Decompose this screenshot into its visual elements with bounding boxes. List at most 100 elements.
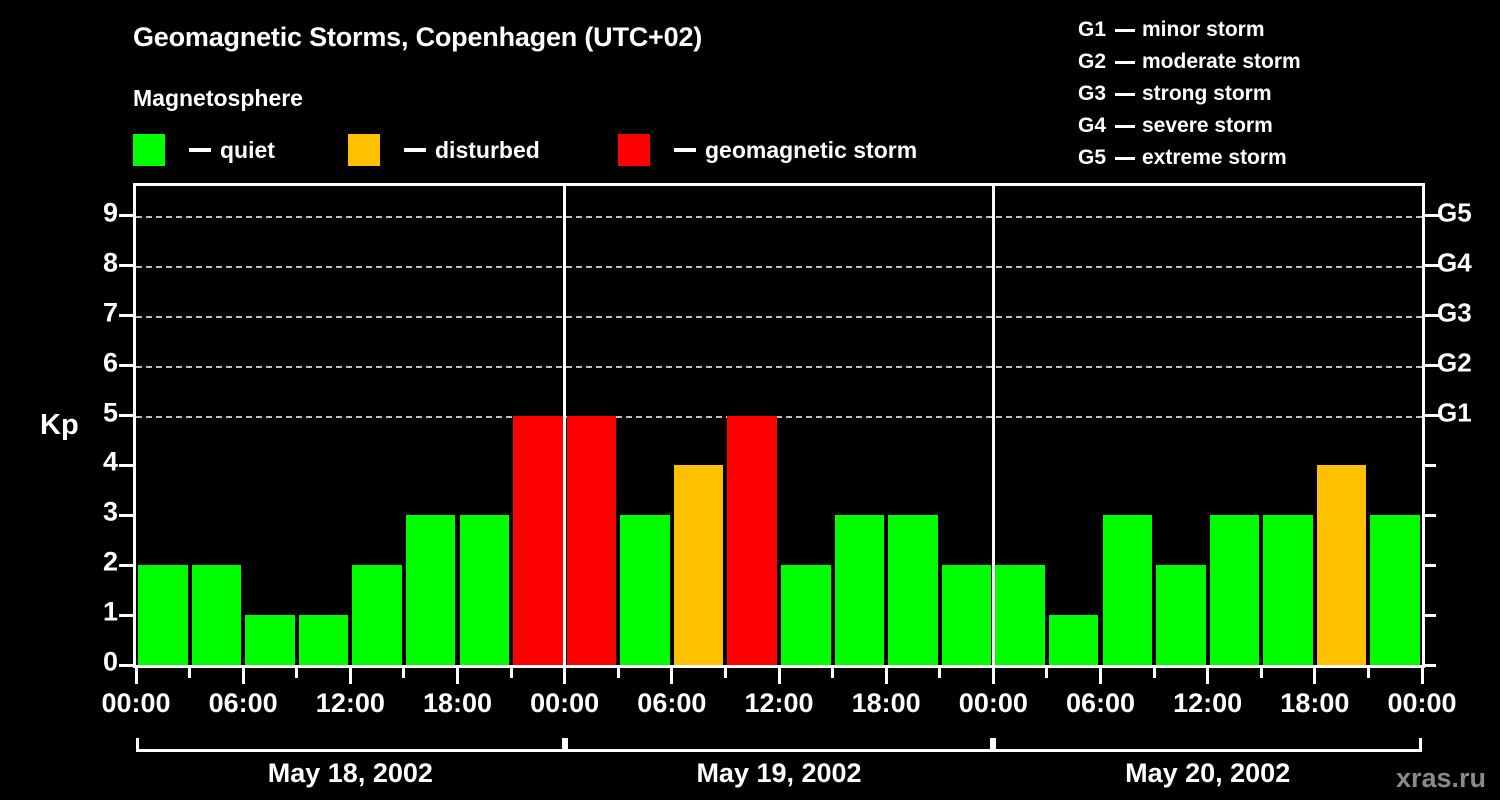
x-tick-mark [241, 668, 245, 684]
g-scale-legend: G1 minor storm G2 moderate storm G3 strong st… [1078, 14, 1301, 174]
watermark: xras.ru [1395, 763, 1486, 793]
y-tick-label: 9 [102, 197, 118, 228]
gridline [136, 215, 1422, 218]
bar [1263, 515, 1313, 665]
bar [405, 515, 456, 665]
y-tick-mark [119, 364, 133, 368]
y-tick-mark [119, 414, 133, 418]
gridline [136, 365, 1422, 368]
bar [995, 565, 1045, 665]
legend-label: disturbed [435, 136, 540, 163]
x-tick-mark-minor [831, 668, 835, 678]
y-tick-mark [119, 663, 133, 667]
y-axis-ticks: 0 1 2 3 4 5 6 7 8 9 [78, 183, 118, 676]
y-tick-label: 1 [102, 596, 118, 627]
day-band [564, 738, 994, 752]
y-tick-label: 8 [102, 247, 118, 278]
x-tick-mark-minor [1152, 668, 1156, 678]
gscale-label: strong storm [1142, 82, 1272, 105]
legend-swatch-geomagnetic-storm [618, 134, 650, 166]
right-axis-minor-tick [1425, 663, 1436, 667]
plot-inner [136, 186, 1422, 665]
y-tick-label: 2 [102, 546, 118, 577]
bar [1370, 515, 1420, 665]
day-separator [991, 186, 995, 665]
x-tick-label: 00:00 [101, 688, 171, 718]
gscale-dash-icon [1115, 60, 1135, 64]
x-tick-mark [348, 668, 352, 684]
g-tick-label-g5: G5 [1437, 197, 1472, 228]
day-band [993, 738, 1422, 752]
legend-item-geomagnetic-storm: geomagnetic storm [618, 134, 917, 166]
bar [245, 615, 295, 665]
bar [781, 565, 831, 665]
x-tick-mark-minor [188, 668, 192, 678]
x-tick-mark-minor [1259, 668, 1263, 678]
bar [566, 415, 617, 665]
chart-subtitle: Magnetosphere [133, 85, 303, 111]
legend-dash-icon [404, 148, 426, 152]
plot-area [133, 183, 1425, 668]
bar [727, 415, 777, 665]
gscale-row-g2: G2 moderate storm [1078, 46, 1301, 78]
gscale-dash-icon [1115, 124, 1135, 128]
bar [298, 615, 349, 665]
x-tick-mark [1420, 668, 1424, 684]
day-separator [563, 186, 567, 665]
right-axis-minor-tick [1425, 364, 1436, 368]
y-tick-label: 4 [102, 446, 118, 477]
y-tick-mark [119, 463, 133, 467]
x-tick-label: 00:00 [958, 688, 1028, 718]
gscale-label: severe storm [1142, 114, 1273, 137]
bar [1209, 515, 1260, 665]
right-axis-minor-tick [1425, 314, 1436, 318]
gscale-code: G3 [1078, 82, 1107, 105]
right-axis-minor-tick [1425, 414, 1436, 418]
bar [1156, 565, 1206, 665]
gscale-row-g5: G5 extreme storm [1078, 142, 1301, 174]
gscale-label: moderate storm [1142, 50, 1301, 73]
day-band [136, 738, 565, 752]
x-tick-label: 12:00 [744, 688, 814, 718]
bar [1316, 465, 1367, 665]
x-tick-mark [134, 668, 138, 684]
x-tick-mark [777, 668, 781, 684]
bar [191, 565, 242, 665]
day-label: May 18, 2002 [267, 758, 433, 788]
right-axis-minor-tick [1425, 264, 1436, 268]
gscale-code: G2 [1078, 50, 1107, 73]
x-tick-mark [884, 668, 888, 684]
x-tick-label: 12:00 [1173, 688, 1243, 718]
x-tick-mark [456, 668, 459, 684]
legend-swatch-quiet [133, 134, 165, 166]
gridline [136, 315, 1422, 318]
legend-item-quiet: quiet [133, 134, 275, 166]
gscale-label: minor storm [1142, 18, 1265, 41]
x-tick-mark-minor [295, 668, 299, 678]
x-tick-mark-minor [938, 668, 942, 678]
x-tick-label: 18:00 [851, 688, 921, 718]
y-axis-label: Kp [40, 409, 79, 441]
x-tick-mark [991, 668, 995, 684]
page-title: Geomagnetic Storms, Copenhagen (UTC+02) [133, 22, 703, 52]
y-tick-mark [119, 613, 133, 617]
x-tick-label: 18:00 [1280, 688, 1350, 718]
y-tick-label: 0 [102, 646, 118, 677]
y-tick-label: 7 [102, 297, 118, 328]
g-tick-label-g2: G2 [1437, 347, 1472, 378]
gscale-code: G5 [1078, 146, 1107, 169]
x-tick-label: 18:00 [422, 688, 493, 718]
y-tick-label: 5 [102, 397, 118, 428]
bar [1048, 615, 1099, 665]
y-tick-label: 3 [102, 496, 118, 527]
legend-dash-icon [189, 148, 211, 152]
x-tick-label: 12:00 [315, 688, 385, 718]
right-axis-minor-tick [1425, 214, 1436, 218]
y-tick-mark [119, 513, 133, 517]
y-tick-mark [119, 314, 133, 318]
x-tick-mark-minor [402, 668, 406, 678]
bar [673, 465, 724, 665]
right-axis-minor-tick [1425, 563, 1436, 567]
x-tick-mark [1313, 668, 1317, 684]
y-tick-mark [119, 563, 133, 567]
